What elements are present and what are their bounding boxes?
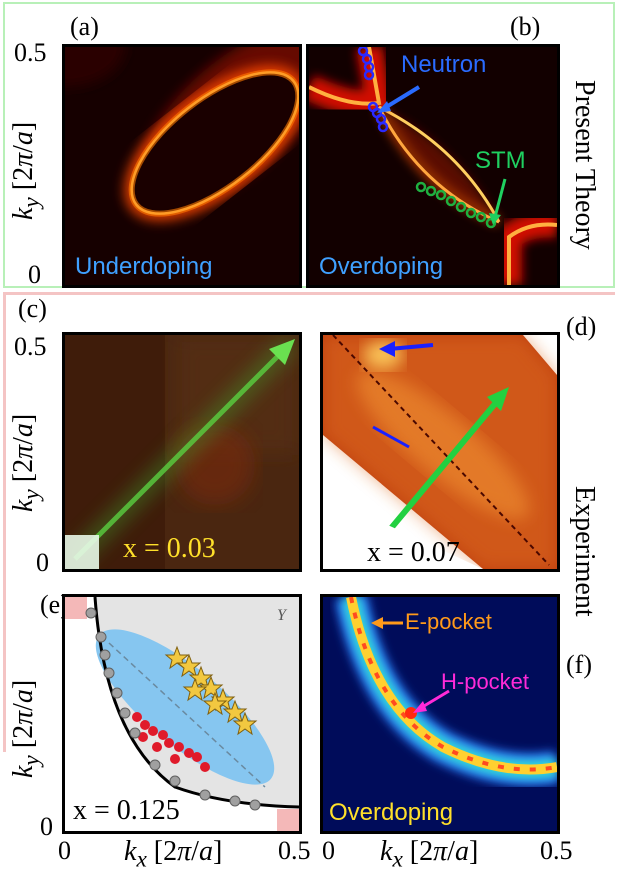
kx-tick-05-left: 0.5	[278, 836, 311, 865]
panel-b-label: (b)	[510, 12, 541, 41]
neutron-points	[357, 47, 389, 133]
kx-axis-label-left: kx [2π/a]	[124, 836, 223, 873]
panel-c-plot	[65, 335, 299, 569]
stm-label: STM	[475, 147, 526, 174]
ky-tick-05-mid: 0.5	[14, 332, 47, 361]
panel-f-plot	[323, 597, 557, 831]
ky-tick-0-bottom: 0	[40, 812, 53, 841]
star-points	[164, 645, 258, 736]
ky-tick-0-mid: 0	[36, 548, 49, 577]
h-pocket-label: H-pocket	[441, 669, 530, 694]
panel-f-caption: Overdoping	[329, 799, 454, 826]
panel-c-label: (c)	[18, 294, 47, 323]
panel-a-label: (a)	[70, 12, 99, 41]
ky-tick-0-top: 0	[28, 260, 41, 289]
panel-f-label: (f)	[566, 650, 592, 679]
panel-d: x = 0.07	[320, 332, 560, 572]
experiment-frame-left	[3, 292, 6, 752]
experiment-frame-top	[3, 292, 615, 295]
side-label-experiment: Experiment	[569, 486, 600, 617]
panel-d-plot	[323, 335, 557, 569]
stm-points	[415, 181, 497, 229]
ky-tick-05-top: 0.5	[14, 38, 47, 67]
kx-tick-0-right: 0	[322, 836, 335, 865]
panel-e-plot	[65, 597, 299, 831]
ky-axis-label-mid: ky [2π/a]	[8, 413, 45, 512]
e-pocket-label: E-pocket	[405, 609, 492, 634]
panel-a-caption: Underdoping	[75, 253, 213, 280]
red-points	[132, 712, 210, 772]
panel-e-doping: x = 0.125	[73, 795, 180, 826]
panel-a-plot	[65, 47, 299, 285]
panel-d-doping: x = 0.07	[367, 537, 460, 568]
grey-points	[85, 607, 261, 811]
panel-f: E-pocket H-pocket Overdoping	[320, 594, 560, 834]
ky-axis-label-bottom: ky [2π/a]	[8, 679, 45, 778]
kx-axis-label-right: kx [2π/a]	[380, 836, 479, 873]
panel-d-label: (d)	[566, 312, 597, 341]
panel-c: x = 0.03	[62, 332, 302, 572]
panel-b: Neutron STM Overdoping	[306, 44, 560, 288]
kx-tick-0-left: 0	[58, 836, 71, 865]
neutron-label: Neutron	[401, 51, 487, 78]
panel-e: Y x = 0.125	[62, 594, 302, 834]
side-label-present-theory: Present Theory	[569, 80, 600, 250]
kx-tick-05-right: 0.5	[540, 836, 573, 865]
panel-c-doping: x = 0.03	[123, 533, 216, 564]
panel-a: Underdoping	[62, 44, 302, 288]
panel-e-corner: Y	[277, 607, 286, 624]
ky-axis-label-top: ky [2π/a]	[8, 121, 45, 220]
panel-b-plot	[309, 47, 557, 285]
panel-b-caption: Overdoping	[319, 253, 444, 280]
